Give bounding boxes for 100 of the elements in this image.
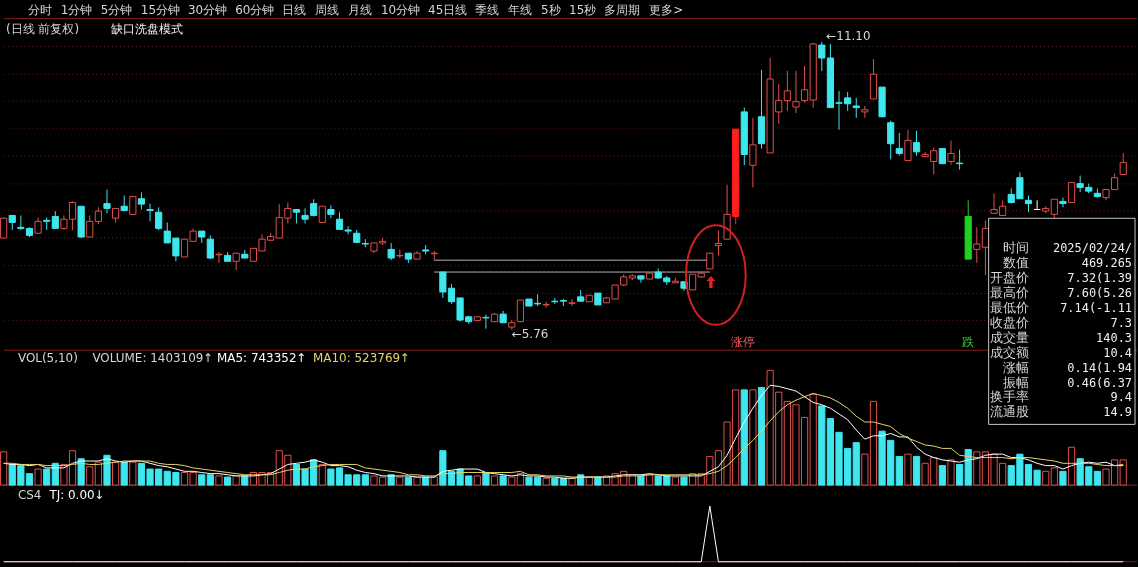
candlestick (1119, 152, 1127, 175)
bar (232, 475, 240, 486)
annotation: 成交量 (990, 329, 1030, 345)
bar (223, 476, 232, 486)
annotation: 0.14(1.94 (1067, 360, 1133, 375)
text: 多周期 (604, 3, 641, 18)
annotation: 最高价 (990, 284, 1030, 300)
text: 季线 (475, 3, 500, 18)
chart-title: (日线 前复权) (5, 22, 80, 37)
chart-title: CS4 (17, 488, 42, 503)
annotation: 0.46(6.37 (1067, 375, 1133, 390)
annotation: 换手率 (990, 389, 1030, 405)
annotation: 7.3 (1110, 315, 1133, 330)
text: MA5: 743352↑ (217, 350, 307, 365)
candlestick (749, 117, 757, 188)
candlestick (155, 206, 163, 231)
candlestick (792, 70, 800, 114)
text: 5秒 (541, 3, 561, 18)
annotation: 跌 (961, 334, 974, 349)
annotation: 2025/02/24/ (1052, 241, 1133, 256)
bar (1067, 446, 1076, 486)
annotation: 10.4 (1103, 345, 1133, 360)
annotation: 7.14(-1.11 (1060, 300, 1133, 315)
text: TJ: 0.00↓ (48, 488, 105, 503)
bar (1042, 470, 1050, 486)
annotation: 最低价 (990, 299, 1030, 315)
text: 30分钟 (187, 3, 228, 18)
bar (904, 453, 912, 486)
text: 周线 (315, 3, 340, 18)
annotation: 收盘价 (990, 314, 1030, 330)
bar (198, 474, 206, 486)
candlestick (568, 298, 576, 307)
text: 更多> (649, 3, 684, 18)
bar (671, 476, 679, 486)
annotation: 流通股 (990, 404, 1030, 420)
bar (749, 389, 757, 486)
candlestick (947, 139, 955, 166)
annotation: 成交额 (990, 344, 1030, 360)
bar (947, 459, 955, 486)
bar (103, 454, 111, 486)
bar (499, 475, 507, 486)
bar (43, 468, 51, 486)
text: VOLUME: 1403109↑ (92, 350, 214, 365)
chart-subtitle: 缺口洗盘模式 (111, 22, 184, 37)
bar (396, 476, 404, 486)
bar (490, 475, 499, 486)
candlestick (103, 189, 111, 214)
bar (34, 468, 42, 486)
annotation: ←5.76 (511, 326, 549, 341)
annotation: 振幅 (1003, 374, 1030, 390)
text: 日线 (282, 3, 307, 18)
text: 15分钟 (140, 3, 180, 18)
bar (645, 474, 654, 486)
text: 10分钟 (380, 3, 421, 18)
annotation: 469.265 (1081, 256, 1133, 271)
bar (637, 475, 645, 486)
annotation: 14.9 (1103, 405, 1133, 420)
candlestick (955, 149, 964, 171)
candlestick (1067, 182, 1076, 203)
bar (1059, 470, 1067, 486)
bar (215, 475, 223, 486)
annotation: 数值 (1003, 255, 1030, 271)
candlestick (852, 97, 860, 119)
annotation: 7.32(1.39 (1067, 271, 1133, 286)
bar (241, 475, 249, 486)
text: 15秒 (569, 3, 597, 18)
candlestick (783, 70, 791, 112)
annotation: 涨幅 (1003, 359, 1030, 375)
bar (740, 389, 748, 486)
bar (318, 463, 326, 486)
candlestick (1059, 197, 1067, 208)
bar (129, 461, 137, 486)
bar (413, 476, 421, 486)
bar (361, 474, 369, 486)
bar (206, 474, 214, 486)
candlestick (887, 120, 895, 160)
candlestick (327, 204, 335, 219)
bar (77, 458, 85, 486)
candlestick (516, 299, 524, 323)
annotation: 140.3 (1096, 330, 1133, 345)
chart-title: VOL(5,10) (17, 350, 78, 365)
annotation: 9.4 (1110, 390, 1133, 405)
text: 1分钟 (60, 3, 93, 18)
bar (938, 465, 946, 486)
candlestick (904, 129, 912, 161)
bar (895, 455, 903, 486)
candlestick (912, 130, 921, 157)
annotation: 7.60(5.26 (1067, 285, 1133, 300)
bar (430, 476, 438, 486)
bar (1050, 467, 1058, 486)
annotation: 涨停 (730, 334, 755, 349)
candlestick (895, 132, 903, 157)
bar (120, 461, 128, 486)
text: MA10: 523769↑ (313, 350, 411, 365)
bar (757, 387, 766, 486)
bar (542, 477, 550, 486)
text: 分时 (27, 3, 52, 18)
text: 45日线 (428, 3, 468, 18)
bar (482, 471, 490, 486)
bar (404, 476, 413, 486)
